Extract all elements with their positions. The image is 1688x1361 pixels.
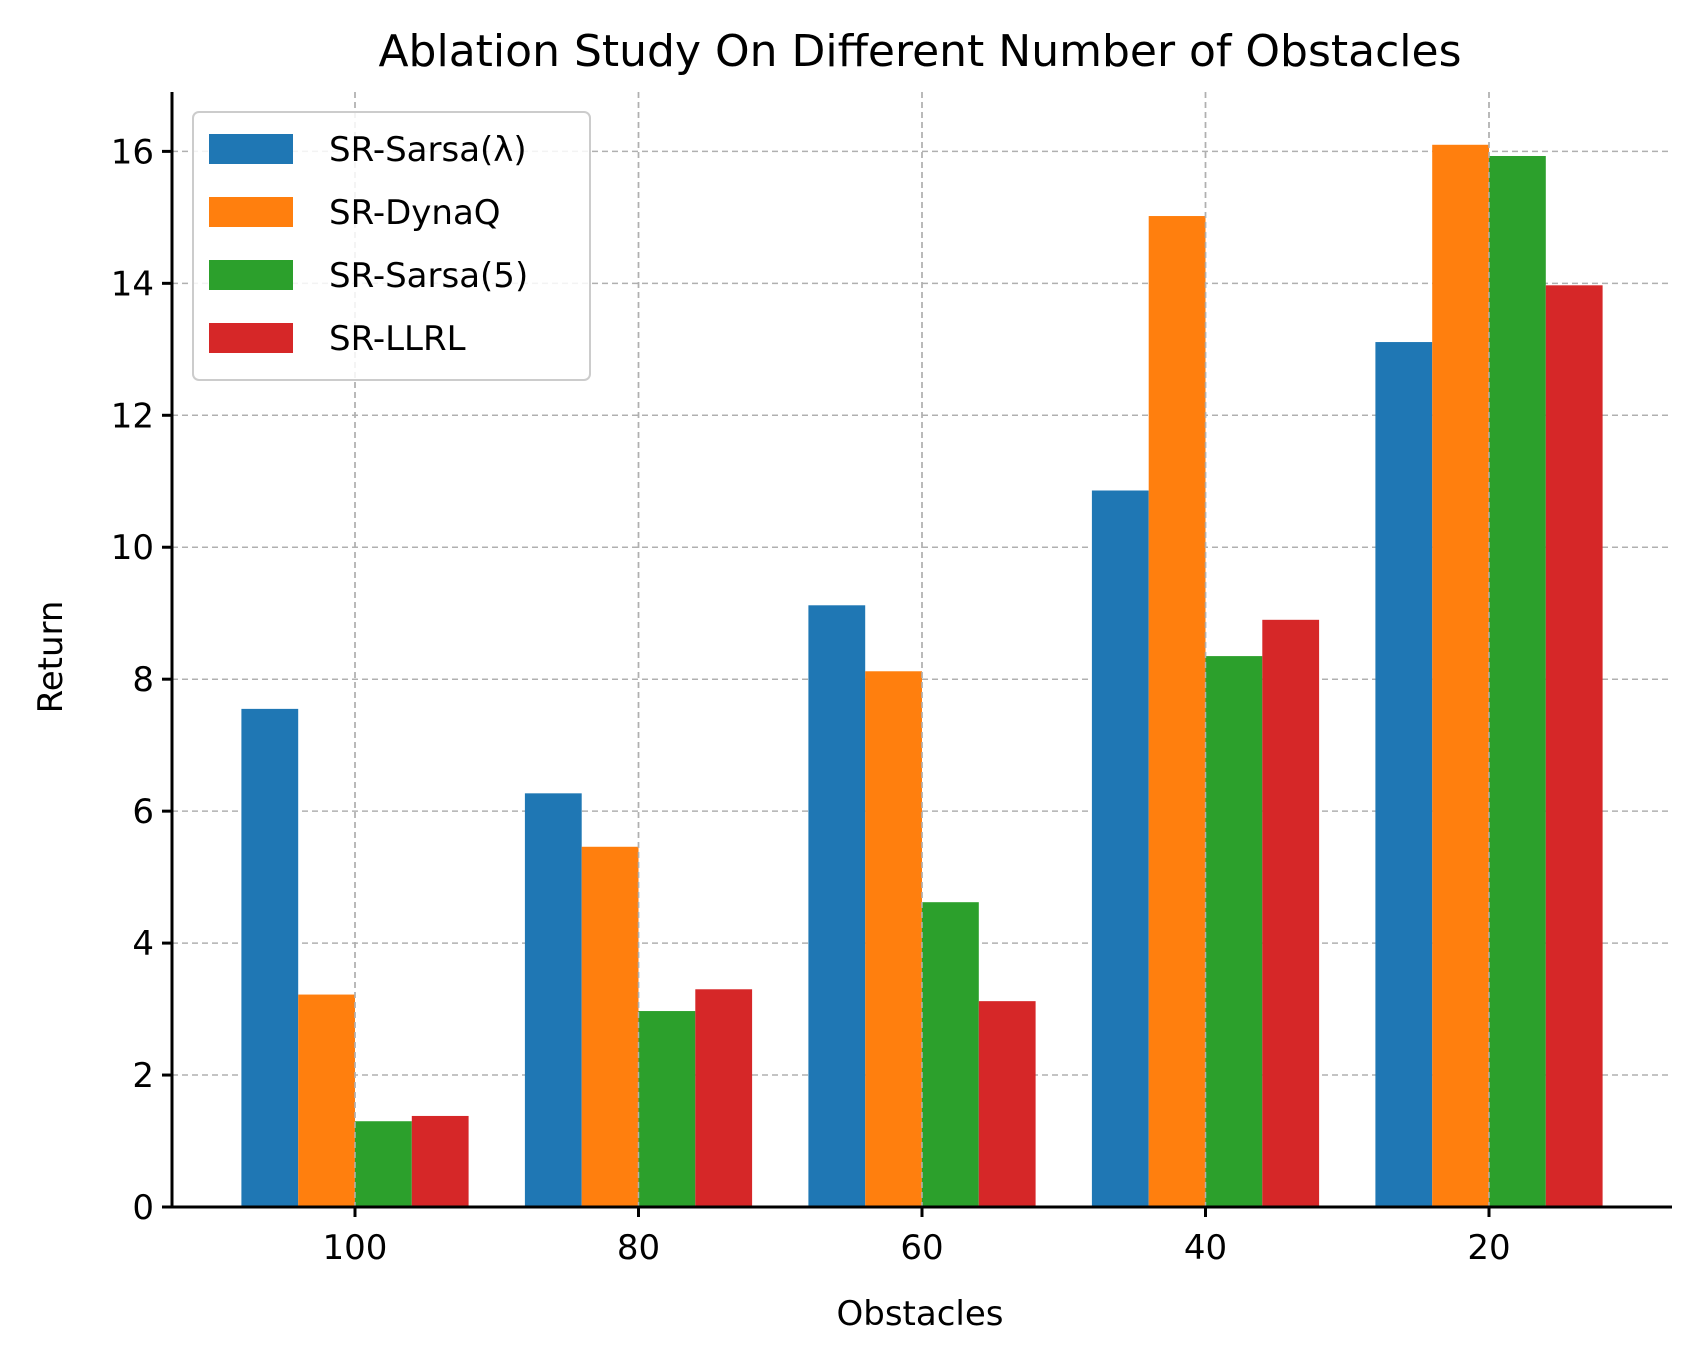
y-tick-label: 10 <box>111 528 154 568</box>
y-axis-label: Return <box>31 601 71 714</box>
bar <box>1375 342 1433 1207</box>
bar <box>1262 619 1320 1207</box>
bar <box>922 902 979 1207</box>
x-tick-label: 20 <box>1467 1228 1510 1268</box>
bar <box>808 605 866 1207</box>
legend-label: SR-Sarsa(λ) <box>329 130 527 170</box>
legend: SR-Sarsa(λ) SR-DynaQ SR-Sarsa(5) SR-LLRL <box>192 111 591 381</box>
x-axis-label: Obstacles <box>837 1294 1004 1334</box>
legend-swatch <box>209 197 293 227</box>
bar <box>581 846 639 1207</box>
bar <box>695 989 753 1207</box>
bar <box>1205 656 1263 1207</box>
chart-title: Ablation Study On Different Number of Ob… <box>378 26 1461 77</box>
legend-swatch <box>209 323 293 353</box>
ticks: 0 2 4 6 8 10 12 14 16 100 80 60 40 20 <box>111 132 1511 1268</box>
bar <box>1091 490 1149 1207</box>
bar <box>865 671 922 1207</box>
x-tick-label: 40 <box>1184 1228 1227 1268</box>
y-tick-label: 6 <box>132 792 154 832</box>
legend-label: SR-Sarsa(5) <box>329 256 528 296</box>
x-tick-label: 60 <box>900 1228 943 1268</box>
y-tick-label: 0 <box>132 1188 154 1228</box>
y-tick-label: 4 <box>132 924 154 964</box>
legend-swatch <box>209 134 293 164</box>
legend-box <box>192 111 591 381</box>
legend-label: SR-DynaQ <box>329 193 501 233</box>
legend-swatch <box>209 260 293 290</box>
bar <box>355 1121 412 1207</box>
bar <box>241 708 299 1207</box>
y-tick-label: 12 <box>111 396 154 436</box>
y-tick-label: 8 <box>132 660 154 700</box>
y-tick-label: 16 <box>111 132 154 172</box>
bars <box>241 144 1603 1208</box>
x-tick-label: 80 <box>617 1228 660 1268</box>
bar <box>524 793 582 1207</box>
bar <box>1489 155 1546 1207</box>
bar <box>298 994 355 1207</box>
bar <box>1148 216 1206 1207</box>
bar <box>978 1001 1036 1207</box>
legend-label: SR-LLRL <box>329 319 466 359</box>
y-tick-label: 14 <box>111 264 154 304</box>
bar <box>1545 285 1603 1207</box>
y-tick-label: 2 <box>132 1056 154 1096</box>
bar <box>411 1115 469 1207</box>
bar <box>1432 144 1489 1208</box>
x-tick-label: 100 <box>323 1228 388 1268</box>
bar <box>638 1011 696 1207</box>
